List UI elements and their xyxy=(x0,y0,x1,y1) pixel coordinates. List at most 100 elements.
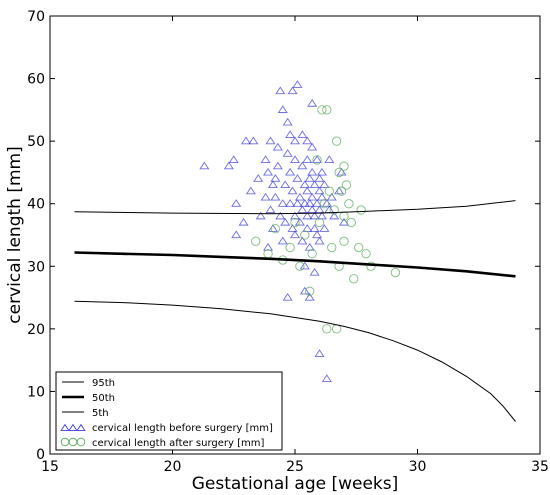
before-surgery-point xyxy=(314,236,325,245)
tick-layer: 15 20 25 30 35 0 10 20 30 40 50 60 70 xyxy=(27,9,549,475)
x-tick-label: 20 xyxy=(164,459,182,475)
after-surgery-point xyxy=(312,155,322,165)
y-tick-label: 40 xyxy=(27,197,45,213)
after-surgery-point xyxy=(331,136,342,146)
before-surgery-point xyxy=(292,80,303,88)
after-surgery-point xyxy=(354,242,364,253)
legend-label: cervical length after surgery [mm] xyxy=(92,438,265,449)
before-surgery-point xyxy=(302,155,313,164)
before-surgery-point xyxy=(277,105,288,113)
after-surgery-point xyxy=(339,161,349,171)
before-surgery-point xyxy=(272,161,283,170)
before-surgery-point xyxy=(292,199,303,207)
before-surgery-point xyxy=(231,199,242,207)
before-surgery-point xyxy=(304,174,315,182)
before-surgery-point xyxy=(270,174,281,182)
after-surgery-point xyxy=(349,274,359,284)
y-tick-label: 20 xyxy=(27,322,45,338)
before-surgery-point xyxy=(263,242,274,251)
before-surgery-point xyxy=(309,224,320,232)
before-surgery-point xyxy=(272,142,283,151)
before-surgery-point xyxy=(248,136,259,145)
before-surgery-point xyxy=(231,230,242,239)
before-surgery-point xyxy=(223,161,234,170)
legend-triangle-swatch xyxy=(60,423,70,431)
legend-circle-swatch xyxy=(76,437,86,447)
legend-label: 95th xyxy=(92,378,115,389)
before-surgery-point xyxy=(297,205,308,214)
before-surgery-point xyxy=(307,98,318,107)
legend-box xyxy=(55,371,283,451)
before-surgery-point xyxy=(285,167,296,176)
before-surgery-point xyxy=(287,224,298,232)
before-surgery-point xyxy=(199,161,210,170)
before-surgery-point xyxy=(240,136,252,145)
before-surgery-point xyxy=(289,136,301,145)
after-surgery-point xyxy=(336,186,347,196)
before-surgery-point xyxy=(287,86,298,95)
before-surgery-point xyxy=(253,174,264,182)
before-surgery-point xyxy=(319,224,330,232)
before-surgery-point xyxy=(275,211,286,220)
before-surgery-point xyxy=(282,292,293,301)
before-surgery-point xyxy=(289,230,301,239)
x-tick-label: 35 xyxy=(531,459,549,475)
before-surgery-point xyxy=(302,211,313,220)
before-surgery-point xyxy=(265,136,276,145)
after-surgery-point xyxy=(319,199,330,209)
before-surgery-point xyxy=(314,186,325,195)
after-surgery-point xyxy=(295,261,305,271)
before-surgery-point xyxy=(316,167,327,176)
before-surgery-point xyxy=(285,199,296,207)
before-surgery-point xyxy=(312,230,323,239)
before-surgery-point xyxy=(324,155,335,164)
before-surgery-point xyxy=(312,155,323,164)
legend-label: cervical length before surgery [mm] xyxy=(92,423,273,434)
before-surgery-point xyxy=(304,199,315,207)
after-surgery-point xyxy=(307,249,317,259)
after-surgery-point xyxy=(317,105,327,115)
before-surgery-point xyxy=(285,130,296,138)
x-tick-label: 25 xyxy=(286,459,304,475)
before-surgery-point xyxy=(299,199,310,207)
percentile-line-50th xyxy=(74,251,516,278)
before-surgery-point xyxy=(238,217,249,226)
after-surgery-point xyxy=(300,230,310,240)
before-surgery-point xyxy=(304,292,315,301)
before-surgery-point xyxy=(309,211,320,220)
after-surgery-point xyxy=(270,224,281,234)
before-surgery-point xyxy=(265,205,276,214)
before-surgery-point xyxy=(287,186,298,195)
y-tick-label: 10 xyxy=(27,384,45,400)
before-surgery-point xyxy=(314,349,325,357)
before-surgery-point xyxy=(299,261,310,270)
before-surgery-point xyxy=(321,374,332,383)
after-surgery-point xyxy=(346,217,356,228)
after-surgery-point xyxy=(305,286,315,296)
before-surgery-point xyxy=(314,174,325,182)
percentile-line-95th xyxy=(74,200,516,215)
x-tick-label: 30 xyxy=(409,459,427,475)
before-surgery-point xyxy=(275,86,286,95)
before-surgery-point xyxy=(338,217,350,226)
legend-triangle-swatch xyxy=(68,423,78,431)
after-surgery-point xyxy=(344,199,354,209)
y-tick-label: 70 xyxy=(27,9,45,25)
after-surgery-point xyxy=(341,180,352,190)
before-surgery-point xyxy=(309,180,320,189)
before-surgery-point xyxy=(329,211,340,220)
before-surgery-point xyxy=(294,217,305,226)
x-axis-title: Gestational age [weeks] xyxy=(192,474,399,494)
before-surgery-point xyxy=(245,186,256,195)
after-surgery-point xyxy=(366,261,376,271)
before-surgery-point xyxy=(292,174,303,182)
after-surgery-point xyxy=(251,236,261,246)
before-surgery-point xyxy=(277,236,288,245)
legend-label: 5th xyxy=(92,408,109,419)
before-surgery-point xyxy=(260,192,271,201)
after-surgery-point xyxy=(324,186,334,196)
before-surgery-point xyxy=(282,149,293,157)
before-surgery-point xyxy=(302,186,313,195)
before-surgery-point xyxy=(289,155,301,164)
